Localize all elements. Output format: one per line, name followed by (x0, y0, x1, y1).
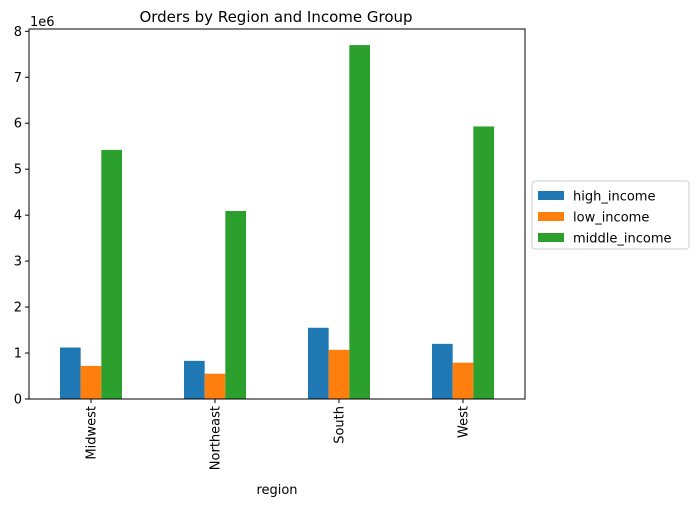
legend-label-middle_income: middle_income (573, 232, 672, 247)
x-tick-label: South (333, 406, 348, 444)
bar-high_income-midwest (60, 347, 81, 399)
bar-middle_income-northeast (225, 211, 246, 399)
legend-swatch-high_income (538, 191, 564, 200)
legend-swatch-middle_income (538, 233, 564, 242)
bars-group (60, 45, 494, 400)
plot-frame (28, 28, 526, 400)
y-axis: 0 1 2 3 4 5 6 7 8 (14, 25, 29, 408)
bar-high_income-south (308, 327, 329, 399)
x-axis-label: region (256, 483, 297, 498)
legend: high_income low_income middle_income (531, 180, 690, 250)
y-tick-label: 3 (14, 255, 22, 270)
x-tick-label: Midwest (85, 406, 100, 460)
y-tick-label: 7 (14, 71, 22, 86)
legend-label-low_income: low_income (573, 211, 649, 226)
y-tick-label: 1 (14, 347, 22, 362)
bar-middle_income-midwest (101, 149, 122, 399)
bar-middle_income-west (473, 126, 494, 400)
bar-high_income-west (432, 343, 453, 399)
bar-low_income-south (328, 349, 350, 399)
bar-middle_income-south (349, 45, 370, 400)
y-offset-label: 1e6 (30, 15, 55, 30)
x-axis: Midwest Northeast South West (85, 399, 472, 470)
y-tick-label: 2 (14, 301, 22, 316)
bar-low_income-northeast (204, 373, 226, 399)
legend-swatch-low_income (538, 212, 564, 221)
y-tick-label: 4 (14, 209, 22, 224)
bar-low_income-midwest (80, 365, 102, 399)
y-tick-label: 6 (14, 117, 22, 132)
y-tick-label: 5 (14, 163, 22, 178)
x-tick-label: West (457, 406, 472, 438)
x-tick-label: Northeast (209, 406, 224, 470)
legend-label-high_income: high_income (573, 190, 655, 205)
bar-high_income-northeast (184, 360, 205, 399)
legend-box (531, 180, 690, 250)
chart-title: Orders by Region and Income Group (139, 8, 412, 26)
bar-low_income-west (452, 362, 474, 399)
y-tick-label: 0 (14, 393, 22, 408)
y-tick-label: 8 (14, 25, 22, 40)
